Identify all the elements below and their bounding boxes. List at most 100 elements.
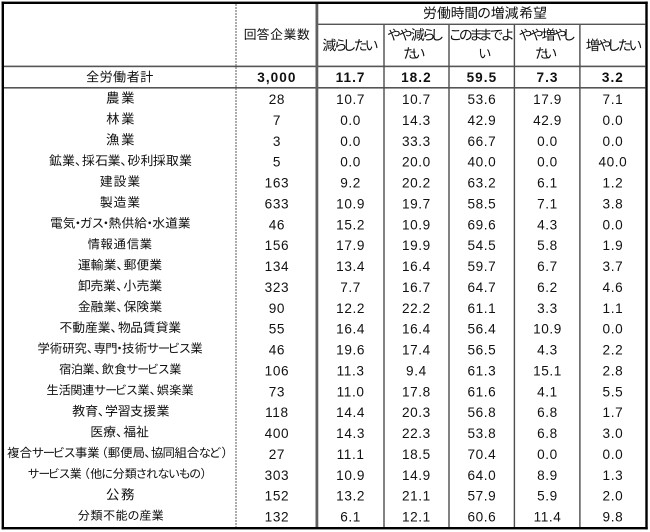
svg-text:3,000: 3,000 bbox=[257, 70, 296, 85]
svg-text:28: 28 bbox=[269, 92, 285, 107]
svg-text:1.2: 1.2 bbox=[603, 176, 624, 191]
svg-text:6.8: 6.8 bbox=[537, 405, 558, 420]
svg-text:9.8: 9.8 bbox=[603, 510, 624, 525]
svg-text:163: 163 bbox=[265, 176, 289, 191]
svg-text:18.5: 18.5 bbox=[402, 447, 431, 462]
svg-text:15.2: 15.2 bbox=[336, 217, 365, 232]
svg-text:0.0: 0.0 bbox=[340, 155, 361, 170]
svg-text:1.1: 1.1 bbox=[603, 301, 624, 316]
svg-text:9.2: 9.2 bbox=[340, 176, 361, 191]
svg-text:152: 152 bbox=[265, 489, 289, 504]
svg-text:69.6: 69.6 bbox=[467, 217, 496, 232]
svg-text:27: 27 bbox=[269, 447, 285, 462]
svg-text:42.9: 42.9 bbox=[533, 113, 562, 128]
svg-text:17.8: 17.8 bbox=[402, 384, 431, 399]
svg-text:20.3: 20.3 bbox=[402, 405, 431, 420]
svg-text:13.2: 13.2 bbox=[336, 489, 365, 504]
svg-text:55: 55 bbox=[269, 322, 285, 337]
svg-text:10.9: 10.9 bbox=[336, 468, 365, 483]
svg-text:14.3: 14.3 bbox=[402, 113, 431, 128]
svg-text:6.1: 6.1 bbox=[340, 510, 361, 525]
svg-text:0.0: 0.0 bbox=[603, 217, 624, 232]
svg-text:63.2: 63.2 bbox=[467, 176, 496, 191]
svg-text:6.8: 6.8 bbox=[537, 426, 558, 441]
svg-text:2.8: 2.8 bbox=[603, 363, 624, 378]
svg-text:12.1: 12.1 bbox=[402, 510, 431, 525]
svg-text:66.7: 66.7 bbox=[467, 134, 496, 149]
svg-text:11.0: 11.0 bbox=[337, 384, 365, 399]
svg-text:19.9: 19.9 bbox=[402, 238, 431, 253]
svg-text:58.5: 58.5 bbox=[467, 196, 496, 211]
svg-text:0.0: 0.0 bbox=[603, 113, 624, 128]
svg-text:0.0: 0.0 bbox=[340, 134, 361, 149]
svg-text:90: 90 bbox=[269, 301, 285, 316]
svg-text:61.6: 61.6 bbox=[467, 384, 496, 399]
svg-text:16.4: 16.4 bbox=[402, 259, 431, 274]
svg-text:11.7: 11.7 bbox=[336, 70, 366, 85]
svg-text:20.2: 20.2 bbox=[402, 176, 431, 191]
svg-text:132: 132 bbox=[265, 510, 289, 525]
svg-text:59.5: 59.5 bbox=[467, 70, 498, 85]
svg-text:6.7: 6.7 bbox=[537, 259, 558, 274]
svg-text:5.9: 5.9 bbox=[537, 489, 558, 504]
svg-text:56.8: 56.8 bbox=[467, 405, 496, 420]
svg-text:323: 323 bbox=[265, 280, 289, 295]
svg-text:59.7: 59.7 bbox=[467, 259, 496, 274]
svg-text:21.1: 21.1 bbox=[402, 489, 431, 504]
svg-text:14.3: 14.3 bbox=[336, 426, 365, 441]
svg-text:633: 633 bbox=[265, 196, 289, 211]
svg-text:20.0: 20.0 bbox=[402, 155, 431, 170]
svg-text:56.4: 56.4 bbox=[467, 322, 496, 337]
svg-text:11.1: 11.1 bbox=[337, 447, 365, 462]
svg-text:303: 303 bbox=[265, 468, 289, 483]
svg-text:0.0: 0.0 bbox=[537, 134, 558, 149]
svg-text:15.1: 15.1 bbox=[533, 363, 562, 378]
svg-text:16.7: 16.7 bbox=[402, 280, 431, 295]
svg-text:7.1: 7.1 bbox=[603, 92, 624, 107]
svg-text:2.2: 2.2 bbox=[603, 343, 624, 358]
svg-text:61.3: 61.3 bbox=[467, 363, 496, 378]
svg-text:46: 46 bbox=[269, 217, 285, 232]
svg-text:3.3: 3.3 bbox=[537, 301, 558, 316]
svg-text:3.7: 3.7 bbox=[603, 259, 624, 274]
svg-text:2.0: 2.0 bbox=[603, 489, 624, 504]
svg-text:14.9: 14.9 bbox=[402, 468, 431, 483]
svg-text:10.7: 10.7 bbox=[402, 92, 431, 107]
svg-text:4.6: 4.6 bbox=[603, 280, 624, 295]
svg-text:3.8: 3.8 bbox=[603, 196, 624, 211]
svg-text:19.7: 19.7 bbox=[402, 196, 431, 211]
svg-text:17.9: 17.9 bbox=[533, 92, 562, 107]
svg-text:10.7: 10.7 bbox=[336, 92, 365, 107]
svg-text:33.3: 33.3 bbox=[402, 134, 431, 149]
svg-text:5.5: 5.5 bbox=[603, 384, 624, 399]
svg-text:4.3: 4.3 bbox=[537, 217, 558, 232]
svg-text:6.1: 6.1 bbox=[537, 176, 558, 191]
svg-text:12.2: 12.2 bbox=[336, 301, 365, 316]
svg-text:134: 134 bbox=[265, 259, 289, 274]
svg-text:0.0: 0.0 bbox=[603, 134, 624, 149]
svg-text:11.3: 11.3 bbox=[337, 363, 365, 378]
svg-text:9.4: 9.4 bbox=[406, 363, 427, 378]
svg-text:0.0: 0.0 bbox=[537, 155, 558, 170]
svg-text:17.9: 17.9 bbox=[336, 238, 365, 253]
svg-text:10.9: 10.9 bbox=[533, 322, 562, 337]
svg-text:53.8: 53.8 bbox=[467, 426, 496, 441]
svg-text:22.3: 22.3 bbox=[402, 426, 431, 441]
svg-text:0.0: 0.0 bbox=[537, 447, 558, 462]
svg-text:18.2: 18.2 bbox=[401, 70, 432, 85]
svg-text:6.2: 6.2 bbox=[537, 280, 558, 295]
svg-text:70.4: 70.4 bbox=[467, 447, 496, 462]
svg-text:19.6: 19.6 bbox=[336, 343, 365, 358]
svg-text:46: 46 bbox=[269, 343, 285, 358]
svg-text:156: 156 bbox=[265, 238, 289, 253]
svg-text:7.7: 7.7 bbox=[340, 280, 361, 295]
svg-text:5: 5 bbox=[273, 155, 281, 170]
svg-text:3.0: 3.0 bbox=[603, 426, 624, 441]
svg-text:5.8: 5.8 bbox=[537, 238, 558, 253]
svg-text:61.1: 61.1 bbox=[467, 301, 496, 316]
svg-text:400: 400 bbox=[265, 426, 289, 441]
svg-text:14.4: 14.4 bbox=[336, 405, 365, 420]
svg-text:7: 7 bbox=[273, 113, 281, 128]
svg-text:7.1: 7.1 bbox=[537, 196, 558, 211]
svg-text:8.9: 8.9 bbox=[537, 468, 558, 483]
